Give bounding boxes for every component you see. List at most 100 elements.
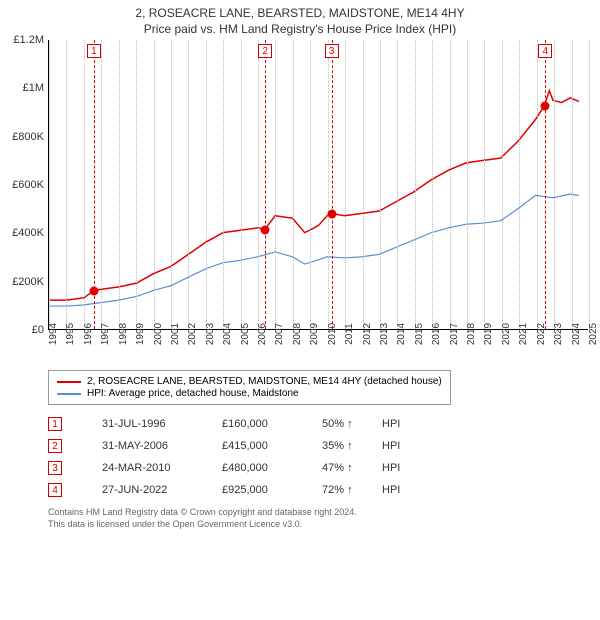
transaction-date: 27-JUN-2022: [102, 484, 222, 496]
gridline: [415, 40, 416, 329]
footer-line1: Contains HM Land Registry data © Crown c…: [48, 507, 596, 519]
x-tick-label: 2019: [483, 323, 494, 345]
gridline: [572, 40, 573, 329]
transaction-row: 427-JUN-2022£925,00072% ↑HPI: [48, 479, 596, 501]
gridline: [293, 40, 294, 329]
plot-wrap: £0£200K£400K£600K£800K£1M£1.2M 1234 1994…: [4, 40, 596, 360]
x-axis: 1994199519961997199819992000200120022003…: [48, 330, 588, 360]
transaction-row: 324-MAR-2010£480,00047% ↑HPI: [48, 457, 596, 479]
x-tick-label: 2016: [431, 323, 442, 345]
x-tick-label: 2013: [379, 323, 390, 345]
legend-row: HPI: Average price, detached house, Maid…: [57, 388, 442, 399]
marker-line: [94, 40, 95, 329]
gridline: [363, 40, 364, 329]
transaction-marker: 2: [48, 439, 62, 453]
x-tick-label: 2017: [449, 323, 460, 345]
legend-swatch: [57, 381, 81, 383]
gridline: [380, 40, 381, 329]
transaction-pct: 47% ↑: [322, 462, 382, 474]
transaction-pct: 35% ↑: [322, 440, 382, 452]
x-tick-label: 1994: [48, 323, 59, 345]
marker-box: 3: [325, 44, 339, 58]
x-tick-label: 2011: [344, 323, 355, 345]
x-tick-label: 1996: [83, 323, 94, 345]
gridline: [119, 40, 120, 329]
transaction-pct: 50% ↑: [322, 418, 382, 430]
x-tick-label: 2006: [257, 323, 268, 345]
gridline: [223, 40, 224, 329]
x-tick-label: 2002: [187, 323, 198, 345]
series-property: [49, 91, 578, 300]
legend-label: 2, ROSEACRE LANE, BEARSTED, MAIDSTONE, M…: [87, 376, 442, 387]
transaction-marker: 4: [48, 483, 62, 497]
x-tick-label: 2000: [153, 323, 164, 345]
x-tick-label: 2022: [536, 323, 547, 345]
marker-box: 1: [87, 44, 101, 58]
gridline: [49, 40, 50, 329]
x-tick-label: 2009: [309, 323, 320, 345]
transaction-hpi: HPI: [382, 462, 422, 474]
transaction-hpi: HPI: [382, 484, 422, 496]
transaction-marker: 1: [48, 417, 62, 431]
x-tick-label: 2004: [222, 323, 233, 345]
gridline: [258, 40, 259, 329]
gridline: [432, 40, 433, 329]
x-tick-label: 1995: [65, 323, 76, 345]
marker-dot: [89, 287, 98, 296]
x-tick-label: 2014: [396, 323, 407, 345]
transaction-price: £415,000: [222, 440, 322, 452]
gridline: [154, 40, 155, 329]
gridline: [519, 40, 520, 329]
gridline: [502, 40, 503, 329]
gridline: [206, 40, 207, 329]
transaction-row: 2 31-MAY-2006£415,00035% ↑HPI: [48, 435, 596, 457]
gridline: [188, 40, 189, 329]
x-tick-label: 1997: [100, 323, 111, 345]
marker-box: 2: [258, 44, 272, 58]
gridline: [328, 40, 329, 329]
gridline: [310, 40, 311, 329]
x-tick-label: 2025: [588, 323, 599, 345]
gridline: [450, 40, 451, 329]
gridline: [397, 40, 398, 329]
transaction-marker: 3: [48, 461, 62, 475]
gridline: [171, 40, 172, 329]
gridline: [484, 40, 485, 329]
y-tick-label: £800K: [12, 131, 44, 143]
marker-line: [265, 40, 266, 329]
chart-title-line1: 2, ROSEACRE LANE, BEARSTED, MAIDSTONE, M…: [4, 6, 596, 20]
marker-dot: [327, 210, 336, 219]
transactions-table: 131-JUL-1996£160,00050% ↑HPI231-MAY-2006…: [48, 413, 596, 501]
gridline: [467, 40, 468, 329]
gridline: [101, 40, 102, 329]
x-tick-label: 2005: [240, 323, 251, 345]
x-tick-label: 2008: [292, 323, 303, 345]
transaction-hpi: HPI: [382, 440, 422, 452]
x-tick-label: 2024: [571, 323, 582, 345]
x-tick-label: 2003: [205, 323, 216, 345]
legend-row: 2, ROSEACRE LANE, BEARSTED, MAIDSTONE, M…: [57, 376, 442, 387]
gridline: [275, 40, 276, 329]
y-tick-label: £200K: [12, 276, 44, 288]
transaction-date: 31-MAY-2006: [102, 440, 222, 452]
marker-dot: [261, 225, 270, 234]
gridline: [554, 40, 555, 329]
marker-line: [545, 40, 546, 329]
y-tick-label: £1.2M: [13, 34, 44, 46]
chart-title-block: 2, ROSEACRE LANE, BEARSTED, MAIDSTONE, M…: [4, 6, 596, 36]
marker-line: [332, 40, 333, 329]
marker-box: 4: [538, 44, 552, 58]
transaction-price: £480,000: [222, 462, 322, 474]
x-tick-label: 1998: [118, 323, 129, 345]
y-tick-label: £400K: [12, 227, 44, 239]
x-tick-label: 2001: [170, 323, 181, 345]
footer-line2: This data is licensed under the Open Gov…: [48, 519, 596, 531]
gridline: [345, 40, 346, 329]
transaction-pct: 72% ↑: [322, 484, 382, 496]
gridline: [84, 40, 85, 329]
legend-swatch: [57, 393, 81, 395]
series-hpi: [49, 194, 578, 306]
plot-area: 1 2 3 4: [48, 40, 588, 330]
marker-dot: [541, 102, 550, 111]
x-tick-label: 2012: [362, 323, 373, 345]
